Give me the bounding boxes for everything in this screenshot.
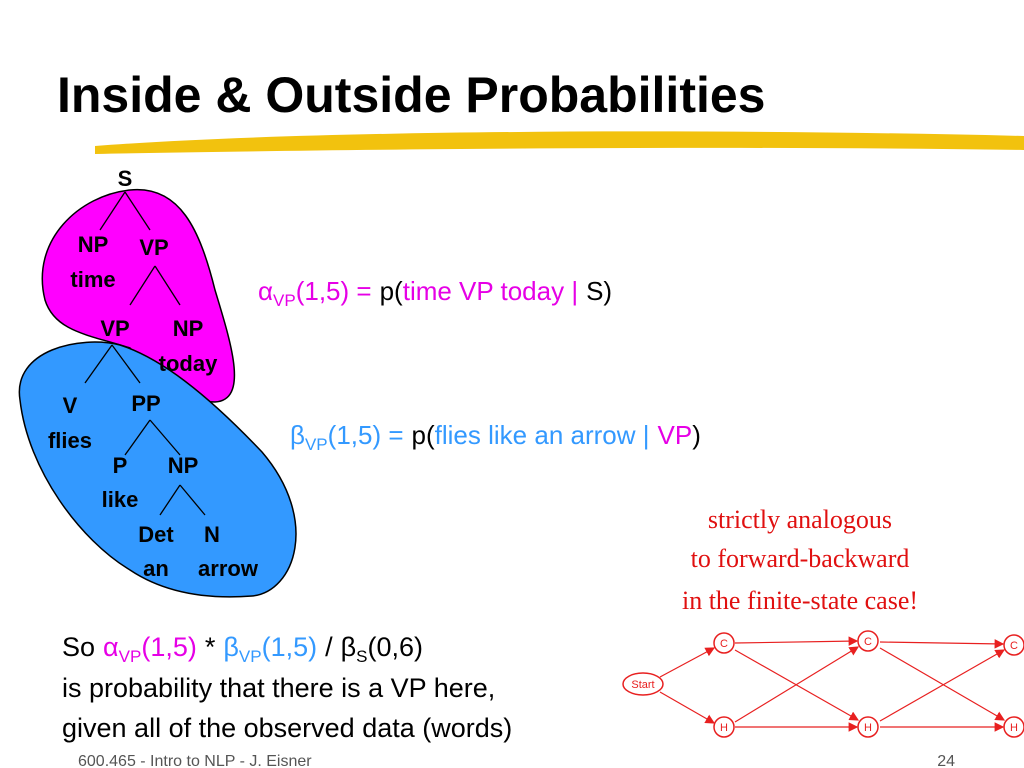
symbol: β [341,632,357,662]
subscript: S [356,647,367,666]
node: NP [173,316,204,341]
note-line: in the finite-state case! [682,586,918,615]
given: flies like an arrow | [435,420,650,450]
args: (0,6) [368,632,424,662]
node: NP [168,453,199,478]
note-line: to forward-backward [691,544,910,573]
word: like [102,487,139,512]
note-line: strictly analogous [708,505,892,534]
node: NP [78,232,109,257]
subscript: VP [239,647,262,666]
subscript: VP [305,435,328,454]
args: (1,5) = [296,276,372,306]
subscript: VP [119,647,142,666]
node: S [118,166,133,191]
state-label: H [864,722,872,734]
node: N [204,522,220,547]
word: flies [48,428,92,453]
p: p( [380,276,403,306]
node: Det [138,522,174,547]
p: p( [412,420,435,450]
node: P [113,453,128,478]
node: PP [131,391,160,416]
cond: S) [586,276,612,306]
symbol: β [223,632,239,662]
args: (1,5) [262,632,318,662]
symbol: α [103,632,119,662]
summary-line: So αVP(1,5) * βVP(1,5) / βS(0,6) [62,632,423,666]
symbol: α [258,276,273,306]
subscript: VP [273,291,296,310]
operator: * [205,632,216,662]
word: So [62,632,95,662]
alpha-formula: αVP(1,5) = p(time VP today | S) [258,276,612,310]
args: (1,5) [141,632,197,662]
state-label: H [1010,722,1018,734]
tree-labels: S NP VP time VP NP today V flies PP P NP… [48,166,259,581]
symbol: β [290,420,305,450]
given: time VP today | [403,276,578,306]
tree-edges [84,191,206,516]
footer: 600.465 - Intro to NLP - J. Eisner [78,753,312,768]
state-label: C [720,638,728,650]
cond: VP [658,420,693,450]
node: VP [139,235,168,260]
inside-region [18,341,297,598]
title-underline [95,131,1024,154]
args: (1,5) = [328,420,404,450]
word: time [70,267,115,292]
close: ) [692,420,701,450]
word: an [143,556,169,581]
title: Inside & Outside Probabilities [57,67,765,123]
node: V [63,393,78,418]
node: VP [100,316,129,341]
state-label: Start [631,679,654,691]
word: today [159,351,218,376]
state-diagram: Start C C C H H H [622,630,1024,738]
state-label: C [1010,640,1018,652]
summary-line: given all of the observed data (words) [62,713,512,743]
word: arrow [198,556,259,581]
operator: / [325,632,333,662]
beta-formula: βVP(1,5) = p(flies like an arrow | VP) [290,420,701,454]
page-number: 24 [937,753,955,768]
state-label: H [720,722,728,734]
state-label: C [864,636,872,648]
summary-line: is probability that there is a VP here, [62,673,495,703]
